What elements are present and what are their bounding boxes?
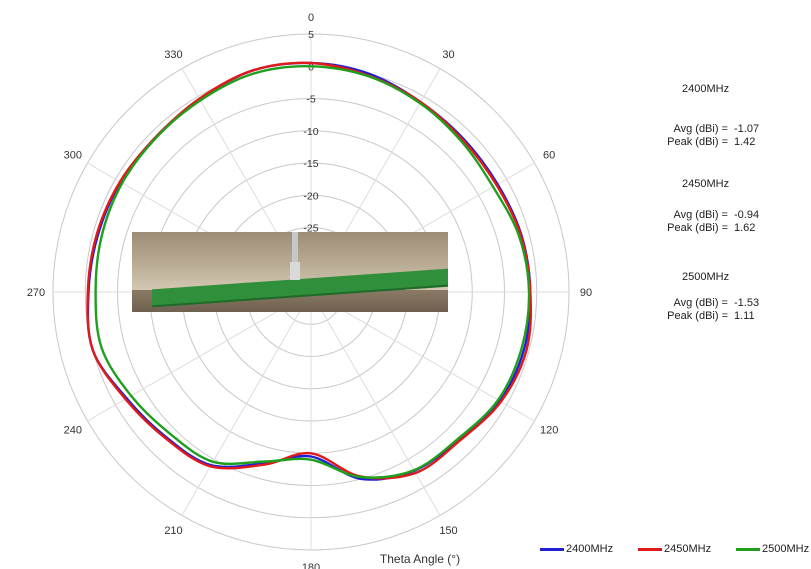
stats-peak-value: 1.11: [734, 310, 755, 322]
stats-peak-row: Peak (dBi) = 1.62: [640, 222, 755, 234]
chart-legend: 2400MHz 2450MHz 2500MHz: [540, 543, 811, 561]
stats-peak-value: 1.42: [734, 136, 756, 148]
angle-tick-label: 120: [540, 425, 558, 437]
stats-avg-label: Avg (dBi) =: [673, 123, 728, 135]
stats-peak-label: Peak (dBi) =: [667, 136, 728, 148]
stats-avg-value: -1.07: [734, 123, 760, 135]
coax-cable: [292, 232, 298, 264]
angle-tick-label: 210: [164, 525, 182, 537]
legend-swatch: [736, 547, 760, 551]
radial-tick-label: 5: [308, 29, 314, 41]
legend-item: 2450MHz: [638, 543, 711, 555]
legend-item: 2500MHz: [736, 543, 809, 555]
antenna-photo: [132, 232, 448, 312]
radial-tick-label: -20: [303, 190, 318, 202]
legend-item: 2400MHz: [540, 543, 613, 555]
radial-tick-label: -10: [303, 126, 318, 138]
stats-avg-label: Avg (dBi) =: [673, 209, 728, 221]
stats-freq-title: 2450MHz: [682, 178, 730, 190]
stats-peak-label: Peak (dBi) =: [667, 222, 728, 234]
stats-avg-row: Avg (dBi) = -1.53: [640, 297, 759, 309]
angle-tick-label: 60: [543, 150, 555, 162]
angle-tick-label: 90: [580, 287, 592, 299]
series-line: [86, 61, 533, 480]
stats-peak-row: Peak (dBi) = 1.42: [640, 136, 755, 148]
legend-label: 2450MHz: [664, 543, 712, 555]
stats-avg-row: Avg (dBi) = -0.94: [640, 209, 759, 221]
angle-tick-label: 240: [64, 425, 82, 437]
angle-tick-label: 330: [164, 49, 182, 61]
stats-freq-title: 2400MHz: [682, 83, 730, 95]
radial-tick-label: -5: [306, 94, 315, 106]
angle-tick-label: 0: [308, 12, 314, 24]
legend-swatch: [540, 547, 564, 551]
angle-tick-label: 180: [302, 562, 320, 569]
angle-tick-label: 150: [439, 525, 457, 537]
stats-peak-row: Peak (dBi) = 1.11: [640, 310, 755, 322]
connector-chip: [290, 262, 300, 280]
radial-tick-label: -25: [303, 223, 318, 235]
stats-peak-label: Peak (dBi) =: [667, 310, 728, 322]
stats-avg-row: Avg (dBi) = -1.07: [640, 123, 759, 135]
stats-freq-title: 2500MHz: [682, 271, 730, 283]
legend-swatch: [638, 547, 662, 551]
angle-tick-label: 30: [442, 49, 454, 61]
angle-tick-label: 300: [64, 150, 82, 162]
stats-avg-value: -0.94: [734, 209, 760, 221]
stats-avg-label: Avg (dBi) =: [673, 297, 728, 309]
angle-tick-label: 270: [27, 287, 45, 299]
series-line: [94, 65, 531, 479]
radial-tick-label: -15: [303, 158, 318, 170]
x-axis-title: Theta Angle (°): [380, 552, 460, 566]
stats-peak-value: 1.62: [734, 222, 756, 234]
legend-label: 2400MHz: [566, 543, 614, 555]
stats-avg-value: -1.53: [734, 297, 760, 309]
legend-label: 2500MHz: [762, 543, 810, 555]
grid-spoke: [310, 291, 441, 516]
grid-spoke: [181, 291, 312, 516]
